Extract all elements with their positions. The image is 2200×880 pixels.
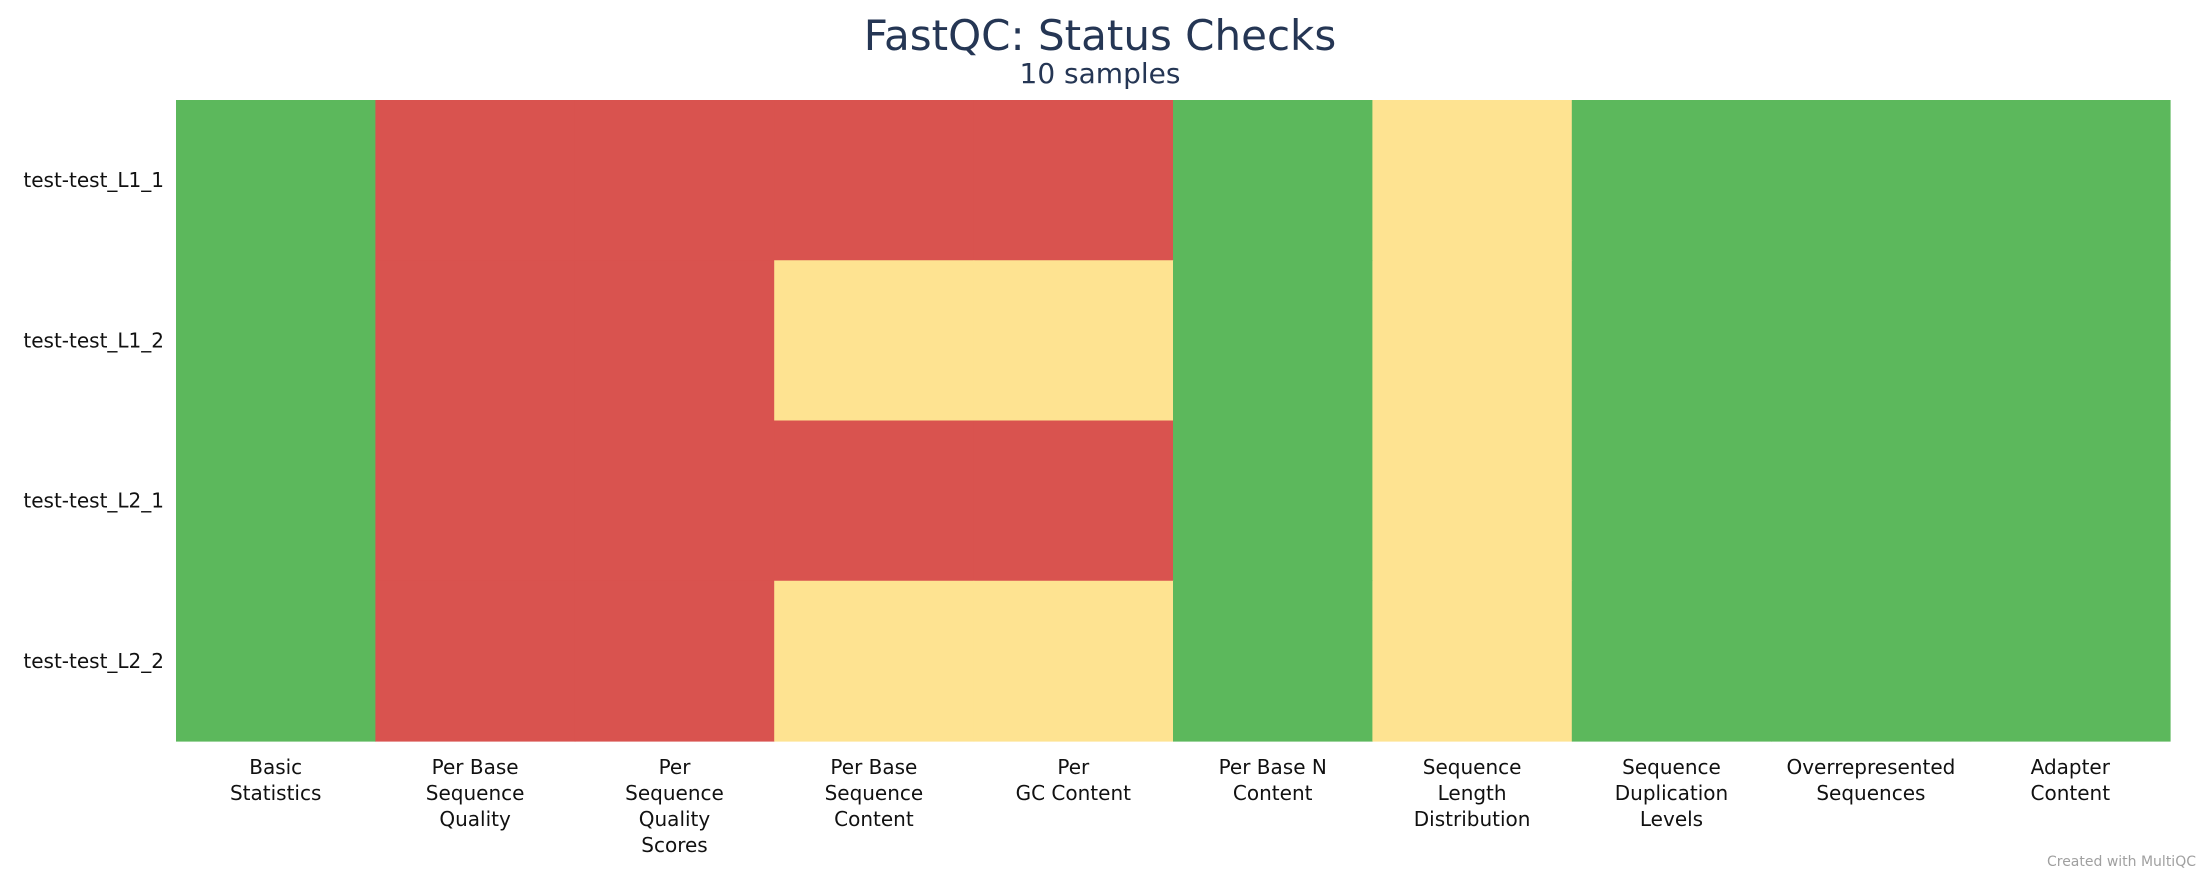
column-label-1: Per Base Sequence Quality [426, 755, 525, 831]
heatmap-cell-r2-c8-pass [1771, 420, 1972, 582]
chart-title: FastQC: Status Checks [863, 11, 1337, 60]
heatmap-cell-r1-c7-pass [1571, 260, 1772, 422]
column-label-0: Basic Statistics [230, 755, 321, 805]
heatmap-cell-r1-c1-fail [375, 260, 576, 422]
heatmap-cell-r0-c7-pass [1571, 100, 1772, 261]
heatmap-cell-r3-c9-pass [1970, 580, 2171, 742]
heatmap-cells [176, 100, 2171, 742]
row-label-2: test-test_L2_1 [23, 489, 164, 513]
heatmap-cell-r2-c6-warn [1372, 420, 1573, 582]
heatmap-cell-r0-c3-fail [774, 100, 975, 261]
heatmap-cell-r3-c2-fail [574, 580, 775, 742]
heatmap-cell-r2-c2-fail [574, 420, 775, 582]
heatmap-cell-r3-c1-fail [375, 580, 576, 742]
heatmap-cell-r0-c8-pass [1771, 100, 1972, 261]
heatmap-cell-r0-c5-pass [1173, 100, 1373, 261]
heatmap-cell-r1-c5-pass [1173, 260, 1373, 422]
heatmap-cell-r2-c3-fail [774, 420, 975, 582]
heatmap-cell-r2-c7-pass [1571, 420, 1772, 582]
row-labels: test-test_L1_1 test-test_L1_2 test-test_L2… [23, 168, 164, 673]
multiqc-credit: Created with MultiQC [2046, 854, 2196, 870]
column-labels: Basic Statistics Per Base Sequence Quality Pe… [230, 755, 2111, 857]
heatmap-cell-r0-c1-fail [375, 100, 576, 261]
column-label-5: Per Base N Content [1219, 755, 1327, 805]
heatmap-cell-r1-c2-fail [574, 260, 775, 422]
heatmap-cell-r3-c5-pass [1173, 580, 1373, 742]
heatmap-cell-r3-c6-warn [1372, 580, 1573, 742]
column-label-9: Adapter Content [2031, 755, 2111, 805]
heatmap-cell-r1-c3-warn [774, 260, 975, 422]
heatmap-cell-r1-c6-warn [1372, 260, 1573, 422]
column-label-4: Per GC Content [1016, 755, 1132, 805]
heatmap-cell-r3-c8-pass [1771, 580, 1972, 742]
column-label-2: Per Sequence Quality Scores [625, 755, 724, 857]
heatmap-cell-r0-c9-pass [1970, 100, 2171, 261]
heatmap-cell-r3-c7-pass [1571, 580, 1772, 742]
heatmap-cell-r2-c9-pass [1970, 420, 2171, 582]
heatmap-cell-r0-c2-fail [574, 100, 775, 261]
heatmap-cell-r2-c5-pass [1173, 420, 1373, 582]
column-label-3: Per Base Sequence Content [825, 755, 924, 831]
heatmap-cell-r1-c9-pass [1970, 260, 2171, 422]
heatmap-cell-r3-c0-pass [176, 580, 376, 742]
row-label-0: test-test_L1_1 [23, 168, 164, 192]
heatmap-cell-r0-c6-warn [1372, 100, 1573, 261]
column-label-7: Sequence Duplication Levels [1615, 755, 1728, 831]
heatmap-cell-r2-c4-fail [973, 420, 1174, 582]
row-label-1: test-test_L1_2 [23, 328, 164, 352]
heatmap-cell-r0-c4-fail [973, 100, 1174, 261]
row-label-3: test-test_L2_2 [23, 649, 164, 673]
column-label-8: Overrepresented Sequences [1786, 755, 1955, 805]
chart-subtitle: 10 samples [1019, 57, 1181, 90]
heatmap-cell-r2-c1-fail [375, 420, 576, 582]
heatmap-cell-r2-c0-pass [176, 420, 376, 582]
heatmap-cell-r3-c3-warn [774, 580, 975, 742]
heatmap-cell-r1-c4-warn [973, 260, 1174, 422]
column-label-6: Sequence Length Distribution [1414, 755, 1531, 831]
heatmap-cell-r1-c8-pass [1771, 260, 1972, 422]
heatmap-cell-r3-c4-warn [973, 580, 1174, 742]
heatmap-cell-r0-c0-pass [176, 100, 376, 261]
heatmap-cell-r1-c0-pass [176, 260, 376, 422]
